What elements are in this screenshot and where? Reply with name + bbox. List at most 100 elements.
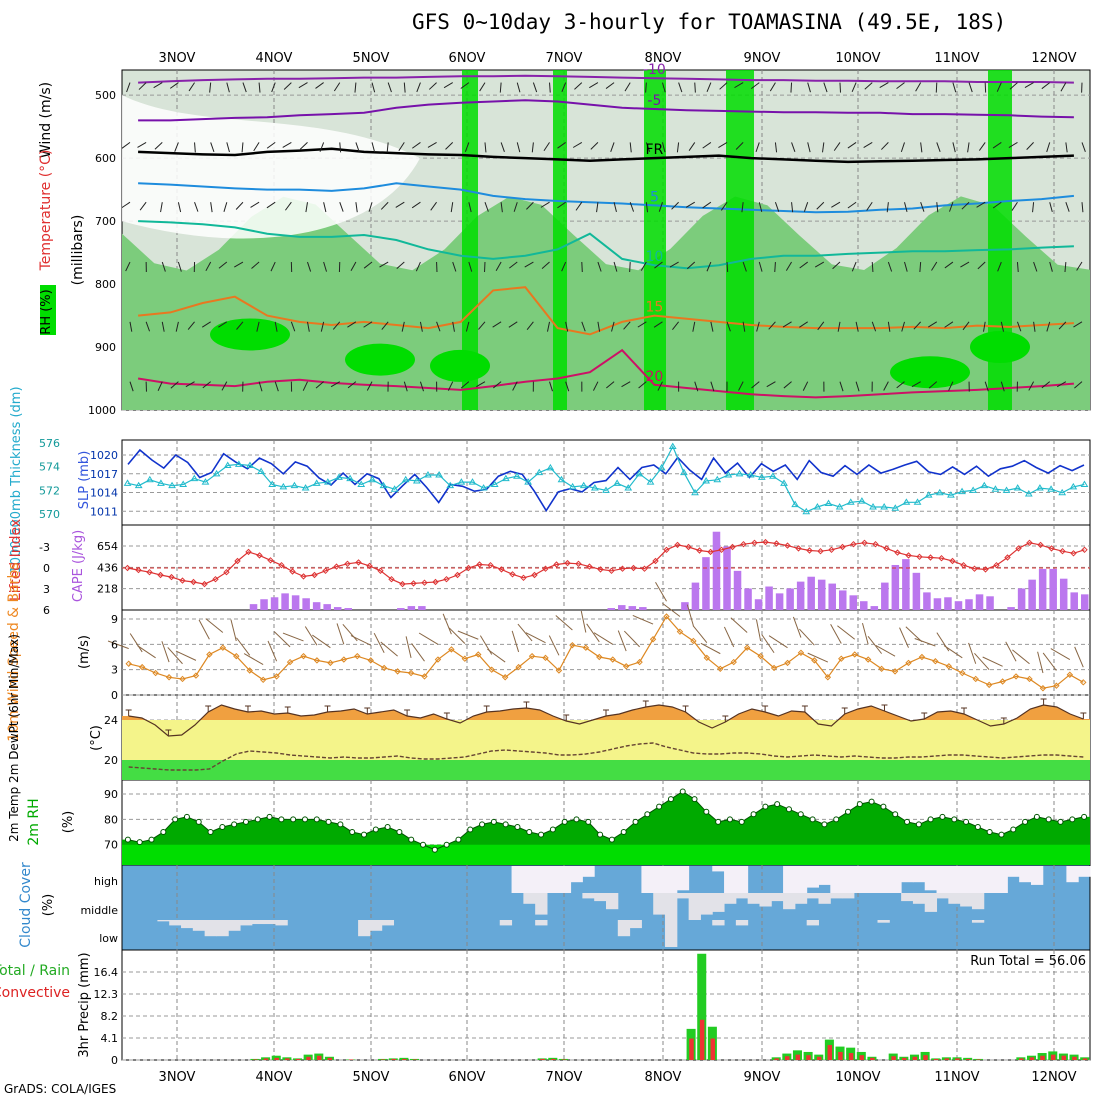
precip-convective-bar [1050,1054,1056,1060]
tick-label: 12.3 [94,988,119,1001]
wind-barb [1009,82,1018,90]
lifted-index-marker [971,565,978,572]
wind-speed-marker [380,664,388,672]
cloud-clear-high [818,866,831,885]
wind-barb [1000,321,1005,332]
wind-barb [915,82,922,92]
wind-barb [241,142,244,153]
tick-label: 20 [104,754,118,767]
tick-label: 500 [95,89,116,102]
cape-bar [723,546,731,610]
x-tick-label-top: 11NOV [934,51,979,66]
axis-label: Cloud Cover [18,862,34,948]
thickness-marker [323,478,332,485]
wind-barb [395,201,405,208]
wind-barb [380,641,398,657]
thickness-marker [590,484,599,491]
rh2m-marker [738,818,745,825]
wind-barb [236,321,244,330]
rh2m-marker [963,818,970,825]
wind-barb [887,321,891,332]
lifted-index-marker [619,565,626,572]
wind-barb [129,633,143,653]
wind-barb [516,82,521,93]
wind-barb [532,82,538,93]
wind-barb [226,142,230,153]
thickness-marker [835,503,844,510]
wind-barb [547,321,551,332]
wind-barb [129,321,133,332]
wind-barb [742,321,746,332]
cloud-clear-middle [924,893,938,912]
rh2m-marker [880,803,887,810]
wind-speed-marker [206,651,213,658]
wind-barb [640,261,647,271]
cloud-clear-high [948,866,961,893]
wind-speed-marker [851,651,858,658]
wind-barb [305,202,308,213]
lifted-index-marker [938,554,945,562]
cape-bar [702,557,710,610]
cloud-clear-low [169,920,182,926]
wind-speed-marker [730,658,737,666]
isotherm-label: 10 [645,249,663,265]
rh2m-marker [573,816,580,823]
wind-barb [913,321,922,330]
wind-barb [807,82,811,93]
cape-bar [1038,568,1047,610]
wind-barb [500,202,503,213]
lifted-index-marker [1081,546,1088,554]
wind-barb [881,142,889,150]
x-tick-label-top: 3NOV [159,51,196,66]
cape-bar [733,570,742,610]
wind-barb [411,643,425,662]
wind-barb [1056,381,1067,388]
thickness-marker [212,469,221,477]
cloud-clear-low [204,920,217,937]
wind-barb [694,381,699,392]
wind-barb [401,321,405,332]
precip-convective-bar [412,1059,418,1060]
thickness-marker [880,503,889,510]
cape-bar [1017,588,1026,610]
thickness-marker [624,484,633,491]
cloud-clear-high [665,866,678,893]
wind-barb [223,202,228,212]
wind-barb [273,631,291,648]
wind-barb [769,82,776,92]
thickness-marker [268,480,277,487]
wind-barb [154,142,163,150]
wind-barb [768,321,776,330]
wind-speed-marker [569,641,576,649]
wind-barb [617,630,627,652]
lifted-index-marker [1037,541,1044,549]
thickness-marker [457,478,466,485]
wind-barb [332,321,341,330]
wind-barb [574,82,583,90]
wind-barb [336,623,345,645]
wind-barb [271,82,276,93]
rh2m-marker [549,826,556,833]
rh2m-marker [644,811,651,818]
wind-barb [904,202,908,213]
rh2m-marker [939,813,946,820]
wind-barb [658,202,663,212]
cloud-clear-middle [806,893,819,899]
legend-convective: Convective [0,985,70,1001]
wind-barb [645,142,651,153]
cloud-clear-high [676,866,690,891]
rh-area-90 [430,349,490,382]
wind-barb [632,615,654,625]
cloud-clear-low [181,920,194,929]
lifted-index-marker [245,548,252,556]
cloud-clear-low [617,920,631,937]
thickness-marker [691,488,699,496]
precip-convective-bar [306,1056,311,1060]
wind-barb [492,321,502,328]
wind-barb [403,82,406,93]
lifted-index-marker [410,580,417,587]
wind-barb [330,381,341,388]
wind-barb [443,82,453,89]
wind-barb [927,321,938,328]
lifted-index-marker [960,561,967,569]
